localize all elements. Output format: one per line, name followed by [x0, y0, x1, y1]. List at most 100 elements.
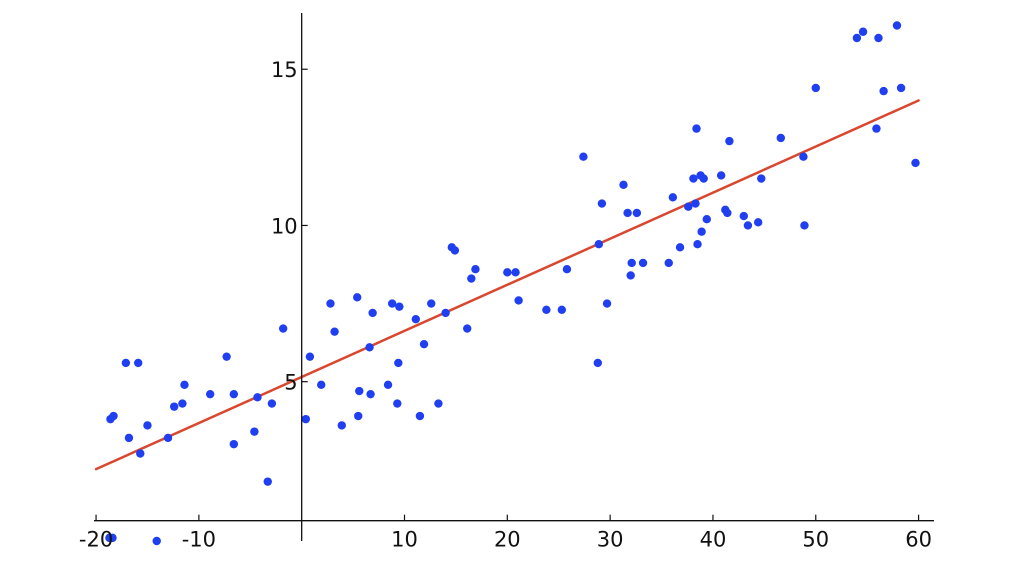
- data-point: [441, 308, 450, 318]
- data-point: [852, 33, 862, 43]
- x-tick-label: 20: [494, 528, 521, 552]
- data-point: [626, 271, 635, 280]
- data-point: [879, 86, 888, 96]
- data-point: [450, 246, 460, 255]
- data-point: [800, 221, 809, 230]
- data-point: [143, 421, 152, 430]
- data-point: [419, 339, 429, 349]
- data-point: [684, 202, 693, 211]
- axis-ticks: -20 -10 10 20 30 40 50 60 5 10 15: [79, 58, 932, 551]
- data-point: [602, 299, 612, 308]
- data-point: [911, 158, 920, 168]
- data-point: [593, 358, 602, 368]
- data-point: [619, 180, 628, 190]
- data-point: [434, 399, 443, 408]
- data-point: [463, 324, 472, 333]
- data-point: [743, 221, 753, 230]
- data-point: [675, 243, 685, 252]
- regression-line: [94, 99, 920, 471]
- data-point: [222, 352, 231, 361]
- data-point: [393, 399, 402, 408]
- data-point: [753, 218, 763, 227]
- data-point: [305, 352, 315, 361]
- data-point: [697, 227, 706, 236]
- data-point: [267, 399, 277, 408]
- data-points: [105, 21, 920, 546]
- data-point: [716, 171, 726, 180]
- x-tick-label: 50: [802, 528, 829, 552]
- data-point: [896, 83, 906, 93]
- data-point: [689, 174, 698, 183]
- data-point: [693, 239, 702, 249]
- data-point: [180, 380, 189, 389]
- data-point: [725, 136, 734, 146]
- data-point: [121, 358, 131, 368]
- data-point: [394, 358, 403, 368]
- data-point: [757, 174, 766, 183]
- data-point: [811, 83, 820, 93]
- data-point: [627, 258, 636, 268]
- data-point: [692, 124, 701, 133]
- data-point: [874, 33, 883, 43]
- data-point: [301, 414, 310, 424]
- data-point: [105, 533, 114, 543]
- data-point: [136, 449, 145, 458]
- data-point: [387, 299, 397, 308]
- data-point: [892, 21, 902, 30]
- data-point: [638, 258, 648, 268]
- data-point: [739, 211, 748, 221]
- y-tick-label: 10: [271, 214, 298, 238]
- data-point: [229, 439, 239, 449]
- data-point: [355, 386, 364, 396]
- y-tick-label: 15: [271, 58, 298, 82]
- data-point: [250, 427, 259, 436]
- data-point: [415, 411, 425, 421]
- data-point: [134, 358, 143, 368]
- x-tick-label: 60: [905, 528, 932, 552]
- y-tick-label: 5: [284, 371, 297, 395]
- data-point: [354, 411, 363, 421]
- data-point: [109, 411, 118, 421]
- data-point: [668, 193, 678, 202]
- x-tick-label: 30: [597, 528, 624, 552]
- data-point: [178, 399, 187, 408]
- data-point: [326, 299, 335, 308]
- data-point: [353, 293, 362, 302]
- data-point: [664, 258, 673, 268]
- data-point: [330, 327, 339, 336]
- data-point: [562, 264, 572, 274]
- data-point: [365, 343, 374, 352]
- data-point: [511, 268, 520, 277]
- data-point: [205, 389, 215, 399]
- data-point: [594, 239, 604, 249]
- data-point: [229, 389, 239, 399]
- data-point: [169, 402, 179, 411]
- data-point: [427, 299, 436, 308]
- data-point: [691, 199, 700, 208]
- data-point: [317, 380, 326, 389]
- data-point: [366, 389, 375, 399]
- x-tick-label: 10: [391, 528, 418, 552]
- x-tick-label: -20: [79, 528, 113, 552]
- data-point: [623, 208, 632, 218]
- x-tick-label: -10: [182, 528, 216, 552]
- data-point: [383, 380, 393, 389]
- x-tick-label: 40: [700, 528, 727, 552]
- data-point: [163, 433, 173, 443]
- data-point: [253, 393, 262, 402]
- data-point: [579, 152, 588, 161]
- data-point: [872, 124, 881, 133]
- data-point: [514, 296, 523, 305]
- data-point: [503, 268, 512, 277]
- data-point: [337, 421, 346, 430]
- data-point: [124, 433, 134, 443]
- data-point: [542, 305, 551, 315]
- data-point: [411, 314, 421, 324]
- data-point: [723, 208, 732, 218]
- data-point: [858, 27, 868, 36]
- data-point: [632, 208, 642, 218]
- data-point: [263, 477, 272, 486]
- axes: [94, 13, 934, 541]
- data-point: [699, 174, 708, 183]
- data-point: [702, 215, 711, 224]
